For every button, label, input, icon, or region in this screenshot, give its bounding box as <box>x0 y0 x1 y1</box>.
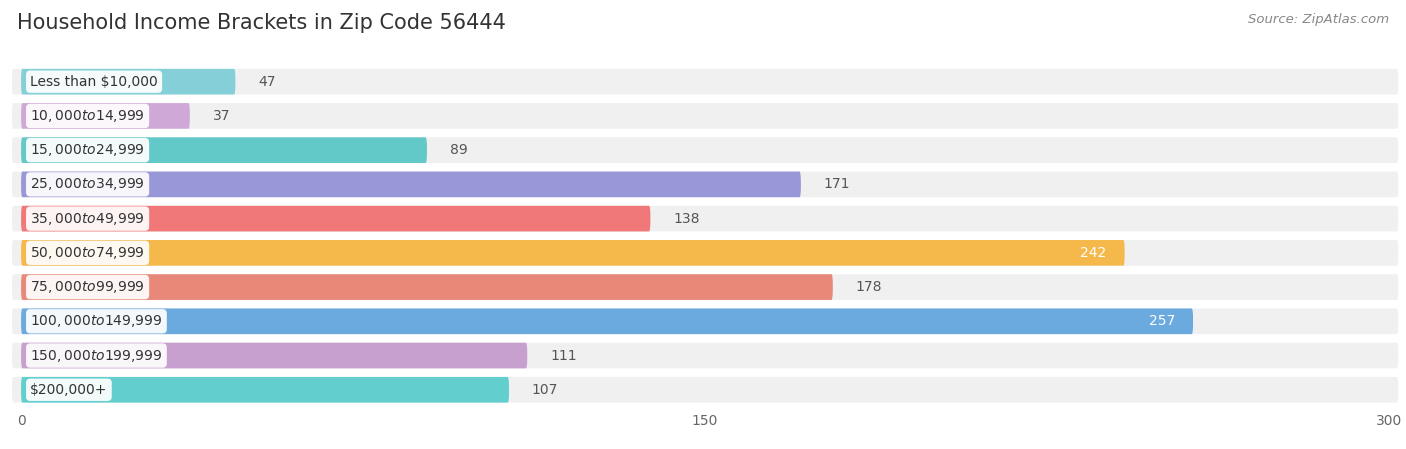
Text: $35,000 to $49,999: $35,000 to $49,999 <box>30 211 145 227</box>
Text: 178: 178 <box>856 280 882 294</box>
Text: Household Income Brackets in Zip Code 56444: Household Income Brackets in Zip Code 56… <box>17 13 506 34</box>
FancyBboxPatch shape <box>21 308 1194 334</box>
Text: $10,000 to $14,999: $10,000 to $14,999 <box>30 108 145 124</box>
Text: 242: 242 <box>1080 246 1107 260</box>
FancyBboxPatch shape <box>13 274 1398 300</box>
Text: 89: 89 <box>450 143 467 157</box>
FancyBboxPatch shape <box>21 69 235 95</box>
FancyBboxPatch shape <box>21 206 651 231</box>
Text: 47: 47 <box>259 75 276 89</box>
FancyBboxPatch shape <box>13 103 1398 129</box>
Text: 138: 138 <box>673 211 700 225</box>
FancyBboxPatch shape <box>13 206 1398 231</box>
Text: Source: ZipAtlas.com: Source: ZipAtlas.com <box>1249 13 1389 26</box>
Text: 37: 37 <box>212 109 231 123</box>
Text: $75,000 to $99,999: $75,000 to $99,999 <box>30 279 145 295</box>
Text: 107: 107 <box>531 383 558 397</box>
Text: 257: 257 <box>1149 314 1175 328</box>
Text: 111: 111 <box>550 348 576 362</box>
FancyBboxPatch shape <box>21 274 832 300</box>
FancyBboxPatch shape <box>13 377 1398 403</box>
FancyBboxPatch shape <box>13 343 1398 368</box>
Text: $150,000 to $199,999: $150,000 to $199,999 <box>30 348 163 364</box>
Text: 171: 171 <box>824 177 851 191</box>
FancyBboxPatch shape <box>13 69 1398 95</box>
FancyBboxPatch shape <box>13 172 1398 197</box>
Text: $15,000 to $24,999: $15,000 to $24,999 <box>30 142 145 158</box>
Text: $50,000 to $74,999: $50,000 to $74,999 <box>30 245 145 261</box>
FancyBboxPatch shape <box>21 172 801 197</box>
FancyBboxPatch shape <box>21 240 1125 266</box>
Text: $25,000 to $34,999: $25,000 to $34,999 <box>30 176 145 192</box>
FancyBboxPatch shape <box>13 240 1398 266</box>
FancyBboxPatch shape <box>21 103 190 129</box>
FancyBboxPatch shape <box>21 343 527 368</box>
FancyBboxPatch shape <box>13 308 1398 334</box>
Text: $100,000 to $149,999: $100,000 to $149,999 <box>30 313 163 329</box>
FancyBboxPatch shape <box>13 137 1398 163</box>
FancyBboxPatch shape <box>21 377 509 403</box>
Text: $200,000+: $200,000+ <box>30 383 108 397</box>
FancyBboxPatch shape <box>21 137 427 163</box>
Text: Less than $10,000: Less than $10,000 <box>30 75 157 89</box>
